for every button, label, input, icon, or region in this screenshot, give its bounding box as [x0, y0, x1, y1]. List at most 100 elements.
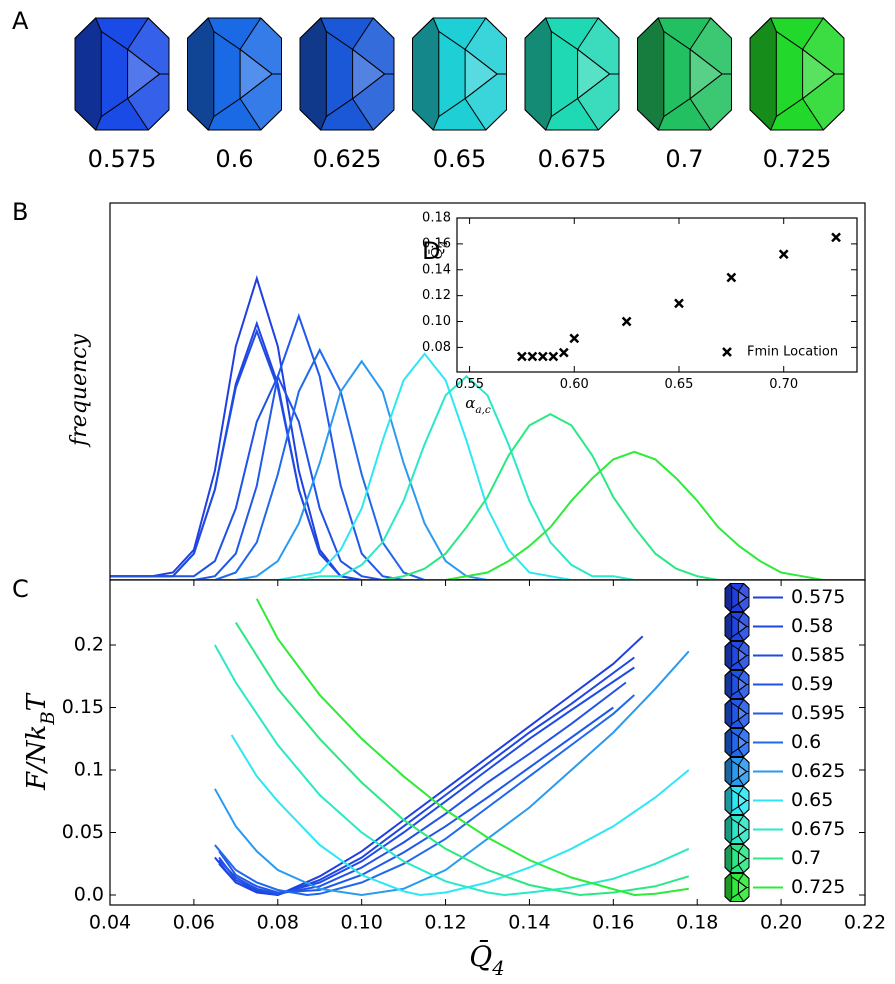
plot-area — [457, 218, 857, 372]
edge — [438, 98, 466, 118]
plot-frame — [456, 217, 858, 373]
polyhedron-label: 0.625 — [313, 145, 382, 173]
face-shade — [724, 640, 733, 671]
edge — [731, 777, 739, 783]
y-tick-label: 0.15 — [62, 696, 104, 718]
axis-label-part: 4 — [438, 241, 450, 249]
edge — [731, 835, 739, 841]
axis-label: Q̄4 — [428, 241, 450, 260]
legend-label: 0.6 — [791, 731, 821, 753]
polyhedron — [74, 17, 170, 131]
face-triangle — [737, 880, 748, 895]
face-shade — [724, 756, 733, 787]
edge — [663, 98, 691, 118]
polyhedron-label: 0.7 — [665, 145, 703, 173]
face-triangle — [737, 706, 748, 721]
panel-label: A — [12, 7, 29, 35]
axis-label: F/NkBT — [22, 692, 59, 791]
polyhedron — [724, 814, 750, 845]
polyhedron — [724, 611, 750, 642]
face-shade — [187, 17, 215, 131]
axis-label: αa,c — [465, 394, 491, 416]
face-shade — [749, 17, 777, 131]
legend-label: Fmin Location — [747, 345, 838, 360]
edge — [731, 702, 739, 708]
edge — [731, 893, 739, 899]
point — [621, 316, 632, 327]
axis-label-part: F/Nk — [22, 725, 52, 791]
y-tick-label: 0.05 — [62, 821, 104, 843]
point — [527, 351, 538, 362]
face-triangle — [737, 851, 748, 866]
edge — [326, 98, 353, 118]
edge — [731, 876, 739, 882]
y-tick-label: 0.16 — [422, 236, 451, 251]
edge — [731, 644, 739, 650]
point — [537, 351, 548, 362]
polyhedron — [724, 785, 750, 816]
polyhedron — [724, 872, 750, 903]
polyhedron-label: 0.65 — [433, 145, 486, 173]
x-tick-label: 0.06 — [173, 912, 215, 934]
edge — [776, 30, 803, 50]
face-triangle — [239, 48, 273, 100]
face-shade — [524, 17, 552, 131]
face-triangle — [737, 764, 748, 779]
face-triangle — [802, 48, 836, 100]
y-tick-label: 0.08 — [422, 340, 451, 355]
edge — [731, 673, 739, 679]
face-shade — [724, 582, 733, 613]
panel-label: B — [12, 198, 28, 226]
series-line — [214, 644, 690, 897]
y-tick-label: 0.12 — [422, 288, 451, 303]
face-shade — [299, 17, 327, 131]
face-triangle — [577, 48, 611, 100]
face-shade — [724, 727, 733, 758]
face-triangle — [737, 619, 748, 634]
edge — [663, 30, 691, 50]
face-shade — [724, 611, 733, 642]
axis-label-part: T — [22, 692, 52, 711]
edge — [776, 98, 803, 118]
polyhedron — [637, 17, 732, 131]
polyhedron — [724, 756, 750, 787]
face-shade — [724, 785, 733, 816]
legend-swatch — [722, 347, 732, 357]
edge — [731, 818, 739, 824]
axis-label: Q̄4 — [469, 938, 504, 980]
face-triangle — [737, 590, 748, 605]
polyhedron-label: 0.6 — [215, 145, 253, 173]
polyhedron — [724, 698, 750, 729]
edge — [731, 847, 739, 853]
face-shade — [724, 872, 733, 903]
plot-body — [214, 598, 690, 897]
edge — [731, 864, 739, 870]
edge — [731, 806, 739, 812]
axis-label-part: 4 — [491, 957, 504, 980]
edge — [731, 748, 739, 754]
plot-frame — [109, 579, 866, 906]
x-tick-label: 0.12 — [424, 912, 466, 934]
point — [674, 298, 684, 309]
polyhedron — [724, 582, 750, 613]
y-tick-label: 0.10 — [422, 314, 451, 329]
edge — [731, 719, 739, 725]
x-tick-label: 0.08 — [257, 912, 299, 934]
series-line — [255, 598, 689, 897]
edge — [731, 603, 739, 609]
series-line — [214, 694, 635, 897]
series-line — [230, 734, 690, 897]
legend-label: 0.585 — [791, 644, 845, 666]
legend-label: 0.7 — [791, 847, 821, 869]
y-tick-label: 0.0 — [74, 884, 104, 906]
series-line — [218, 706, 614, 894]
face-triangle — [737, 648, 748, 663]
point — [726, 272, 737, 283]
point — [569, 333, 580, 344]
edge — [213, 98, 241, 118]
x-tick-label: 0.18 — [676, 912, 718, 934]
face-triangle — [737, 793, 748, 808]
edge — [731, 615, 739, 621]
point — [517, 351, 527, 362]
